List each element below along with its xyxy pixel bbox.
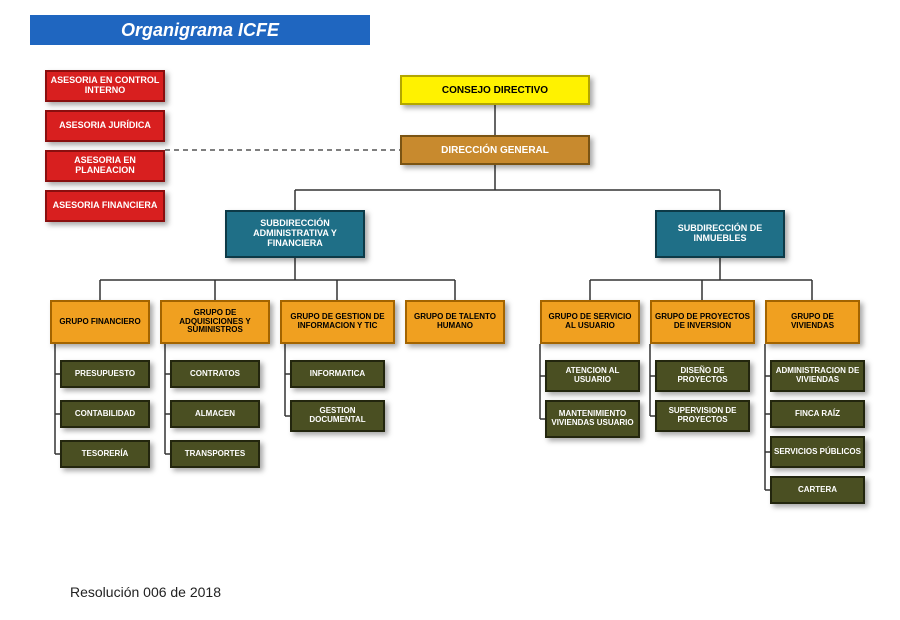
node-as-juridica: ASESORIA JURÍDICA bbox=[45, 110, 165, 142]
node-cartera: CARTERA bbox=[770, 476, 865, 504]
node-sub-inm: SUBDIRECCIÓN DE INMUEBLES bbox=[655, 210, 785, 258]
node-serv-pub: SERVICIOS PÚBLICOS bbox=[770, 436, 865, 468]
node-admin-viv: ADMINISTRACION DE VIVIENDAS bbox=[770, 360, 865, 392]
node-mant-viv: MANTENIMIENTO VIVIENDAS USUARIO bbox=[545, 400, 640, 438]
node-contabilidad: CONTABILIDAD bbox=[60, 400, 150, 428]
node-g-proy: GRUPO DE PROYECTOS DE INVERSION bbox=[650, 300, 755, 344]
node-as-financiera: ASESORIA FINANCIERA bbox=[45, 190, 165, 222]
node-g-adq: GRUPO DE ADQUISICIONES Y SUMINISTROS bbox=[160, 300, 270, 344]
node-direccion: DIRECCIÓN GENERAL bbox=[400, 135, 590, 165]
node-consejo: CONSEJO DIRECTIVO bbox=[400, 75, 590, 105]
node-informatica: INFORMATICA bbox=[290, 360, 385, 388]
footer-text: Resolución 006 de 2018 bbox=[70, 584, 221, 600]
node-g-viv: GRUPO DE VIVIENDAS bbox=[765, 300, 860, 344]
node-gestion-doc: GESTION DOCUMENTAL bbox=[290, 400, 385, 432]
org-chart-canvas: Organigrama ICFE CONSEJO DIRECTIVO DIRECC… bbox=[0, 0, 900, 620]
node-g-tal: GRUPO DE TALENTO HUMANO bbox=[405, 300, 505, 344]
node-aten-usr: ATENCION AL USUARIO bbox=[545, 360, 640, 392]
node-g-tic: GRUPO DE GESTION DE INFORMACION Y TIC bbox=[280, 300, 395, 344]
node-transportes: TRANSPORTES bbox=[170, 440, 260, 468]
node-as-planeacion: ASESORIA EN PLANEACION bbox=[45, 150, 165, 182]
node-g-fin: GRUPO FINANCIERO bbox=[50, 300, 150, 344]
node-dis-proy: DISEÑO DE PROYECTOS bbox=[655, 360, 750, 392]
node-finca: FINCA RAÍZ bbox=[770, 400, 865, 428]
node-contratos: CONTRATOS bbox=[170, 360, 260, 388]
node-as-control: ASESORIA EN CONTROL INTERNO bbox=[45, 70, 165, 102]
node-g-usr: GRUPO DE SERVICIO AL USUARIO bbox=[540, 300, 640, 344]
node-sub-admin: SUBDIRECCIÓN ADMINISTRATIVA Y FINANCIERA bbox=[225, 210, 365, 258]
node-almacen: ALMACEN bbox=[170, 400, 260, 428]
node-presupuesto: PRESUPUESTO bbox=[60, 360, 150, 388]
node-tesoreria: TESORERÍA bbox=[60, 440, 150, 468]
chart-title: Organigrama ICFE bbox=[30, 15, 370, 45]
node-sup-proy: SUPERVISION DE PROYECTOS bbox=[655, 400, 750, 432]
